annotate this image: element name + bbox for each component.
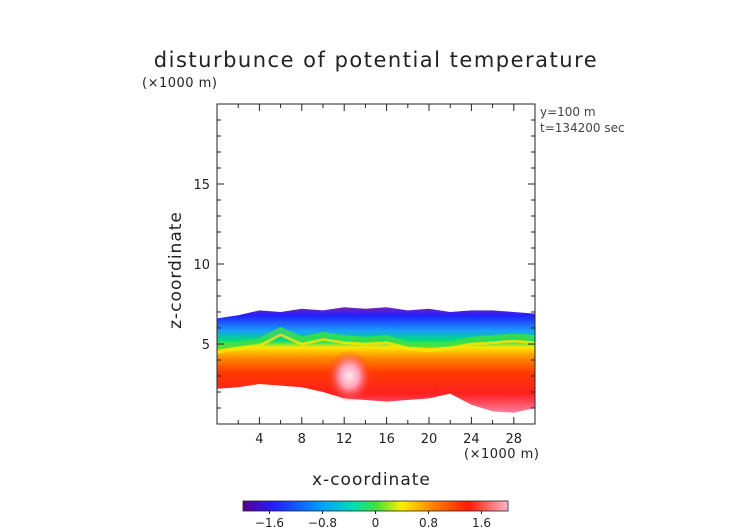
- warm-peak: [327, 350, 372, 402]
- x-tick-label: 4: [255, 432, 263, 447]
- x-tick-label: 20: [421, 432, 438, 447]
- y-tick-label: 10: [193, 258, 210, 273]
- x-tick-label: 8: [298, 432, 306, 447]
- colorbar-tick-label: 0.8: [419, 516, 438, 530]
- colorbar-tick-label: 1.6: [472, 516, 491, 530]
- colorbar-tick-label: −1.6: [255, 516, 284, 530]
- colorbar-tick-label: −0.8: [308, 516, 337, 530]
- colorbar-tick-label: 0: [372, 516, 380, 530]
- x-axis-label: x-coordinate: [312, 470, 431, 490]
- x-tick-label: 12: [336, 432, 353, 447]
- y-tick-label: 5: [202, 338, 210, 353]
- x-tick-label: 28: [506, 432, 523, 447]
- plot-frame: 4 8 12 16 20 24 28 5 10 15: [193, 103, 536, 447]
- temperature-field: [217, 307, 535, 413]
- colorbar-bar: [242, 500, 509, 512]
- x-unit-label: (×1000 m): [464, 447, 540, 462]
- colorbar: −1.6 −0.8 0 0.8 1.6: [242, 500, 509, 530]
- x-tick-label: 24: [463, 432, 480, 447]
- warm-transition-band: [217, 333, 535, 354]
- x-tick-label: 16: [378, 432, 395, 447]
- chart-title: disturbunce of potential temperature: [153, 48, 599, 72]
- annotation-time: t=134200 sec: [540, 121, 625, 135]
- annotation-y: y=100 m: [540, 105, 596, 119]
- zero-contour-band: [217, 327, 535, 350]
- y-tick-label: 15: [193, 178, 210, 193]
- field-body: [217, 307, 535, 413]
- y-unit-label: (×1000 m): [142, 76, 218, 91]
